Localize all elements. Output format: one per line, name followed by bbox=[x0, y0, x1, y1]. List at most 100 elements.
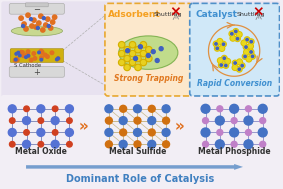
Circle shape bbox=[240, 64, 244, 67]
Circle shape bbox=[67, 142, 72, 147]
Circle shape bbox=[130, 52, 134, 56]
Circle shape bbox=[14, 58, 17, 61]
Circle shape bbox=[119, 59, 125, 66]
Circle shape bbox=[40, 58, 43, 61]
FancyBboxPatch shape bbox=[1, 95, 280, 186]
Circle shape bbox=[22, 22, 26, 26]
Circle shape bbox=[260, 141, 266, 147]
Circle shape bbox=[120, 60, 124, 64]
Ellipse shape bbox=[11, 26, 63, 36]
Circle shape bbox=[242, 41, 246, 45]
Circle shape bbox=[245, 129, 251, 135]
Circle shape bbox=[56, 57, 60, 60]
Circle shape bbox=[136, 65, 140, 69]
Circle shape bbox=[223, 63, 229, 68]
Circle shape bbox=[238, 68, 241, 70]
Circle shape bbox=[243, 55, 247, 58]
Circle shape bbox=[230, 32, 233, 36]
Circle shape bbox=[244, 55, 246, 58]
Circle shape bbox=[214, 42, 218, 46]
Circle shape bbox=[13, 58, 17, 62]
Circle shape bbox=[244, 45, 248, 49]
Text: Metal Phosphide: Metal Phosphide bbox=[198, 147, 271, 156]
Ellipse shape bbox=[11, 50, 63, 61]
Circle shape bbox=[136, 57, 140, 60]
Text: Metal Oxide: Metal Oxide bbox=[15, 147, 67, 156]
Circle shape bbox=[220, 64, 222, 66]
Circle shape bbox=[52, 130, 58, 135]
Circle shape bbox=[44, 53, 47, 57]
Circle shape bbox=[220, 47, 224, 50]
Circle shape bbox=[225, 59, 230, 64]
Circle shape bbox=[231, 118, 237, 124]
Circle shape bbox=[119, 117, 127, 125]
Circle shape bbox=[215, 46, 219, 50]
Circle shape bbox=[51, 117, 59, 125]
Circle shape bbox=[124, 64, 130, 70]
Circle shape bbox=[130, 60, 134, 64]
Circle shape bbox=[21, 51, 24, 54]
Circle shape bbox=[29, 18, 33, 21]
Circle shape bbox=[138, 45, 142, 49]
Circle shape bbox=[23, 140, 31, 148]
Text: »: » bbox=[175, 119, 185, 134]
Circle shape bbox=[134, 141, 141, 148]
Circle shape bbox=[249, 50, 253, 54]
Circle shape bbox=[234, 62, 236, 64]
Circle shape bbox=[37, 21, 41, 25]
Circle shape bbox=[40, 56, 43, 59]
Text: Adsorbent: Adsorbent bbox=[108, 10, 161, 19]
FancyBboxPatch shape bbox=[105, 3, 192, 96]
Circle shape bbox=[237, 59, 242, 64]
Circle shape bbox=[30, 24, 34, 28]
Circle shape bbox=[242, 54, 248, 59]
Circle shape bbox=[37, 129, 45, 136]
Circle shape bbox=[146, 54, 150, 58]
Circle shape bbox=[105, 129, 113, 136]
Circle shape bbox=[40, 50, 44, 54]
Circle shape bbox=[39, 14, 43, 18]
Circle shape bbox=[245, 106, 251, 112]
Circle shape bbox=[243, 44, 249, 50]
Circle shape bbox=[46, 17, 50, 21]
Circle shape bbox=[134, 57, 138, 60]
Circle shape bbox=[220, 63, 223, 67]
Circle shape bbox=[222, 55, 227, 61]
Circle shape bbox=[24, 130, 29, 135]
Circle shape bbox=[230, 128, 239, 137]
Circle shape bbox=[140, 59, 147, 66]
Circle shape bbox=[237, 32, 242, 37]
Circle shape bbox=[142, 60, 145, 64]
Circle shape bbox=[231, 33, 233, 35]
Circle shape bbox=[244, 116, 253, 125]
Circle shape bbox=[51, 140, 59, 148]
Circle shape bbox=[124, 55, 130, 62]
Circle shape bbox=[26, 54, 30, 58]
FancyBboxPatch shape bbox=[1, 1, 280, 97]
Text: −: − bbox=[33, 5, 40, 14]
Circle shape bbox=[33, 57, 37, 60]
Circle shape bbox=[215, 43, 217, 45]
Circle shape bbox=[134, 105, 142, 113]
Circle shape bbox=[225, 64, 227, 67]
Circle shape bbox=[218, 58, 223, 63]
Circle shape bbox=[146, 46, 152, 53]
Circle shape bbox=[129, 50, 136, 57]
Circle shape bbox=[126, 49, 130, 53]
Circle shape bbox=[142, 52, 145, 56]
Circle shape bbox=[215, 140, 224, 149]
Circle shape bbox=[9, 142, 15, 147]
Circle shape bbox=[234, 30, 238, 33]
Circle shape bbox=[201, 104, 210, 113]
Circle shape bbox=[19, 16, 23, 20]
Circle shape bbox=[258, 128, 267, 137]
Circle shape bbox=[52, 15, 57, 19]
Circle shape bbox=[222, 57, 226, 60]
Text: Strong Trapping: Strong Trapping bbox=[114, 74, 183, 83]
Circle shape bbox=[162, 129, 170, 136]
FancyBboxPatch shape bbox=[9, 66, 65, 77]
Circle shape bbox=[151, 50, 155, 54]
Circle shape bbox=[27, 54, 30, 57]
Circle shape bbox=[217, 39, 223, 44]
Circle shape bbox=[232, 65, 238, 70]
